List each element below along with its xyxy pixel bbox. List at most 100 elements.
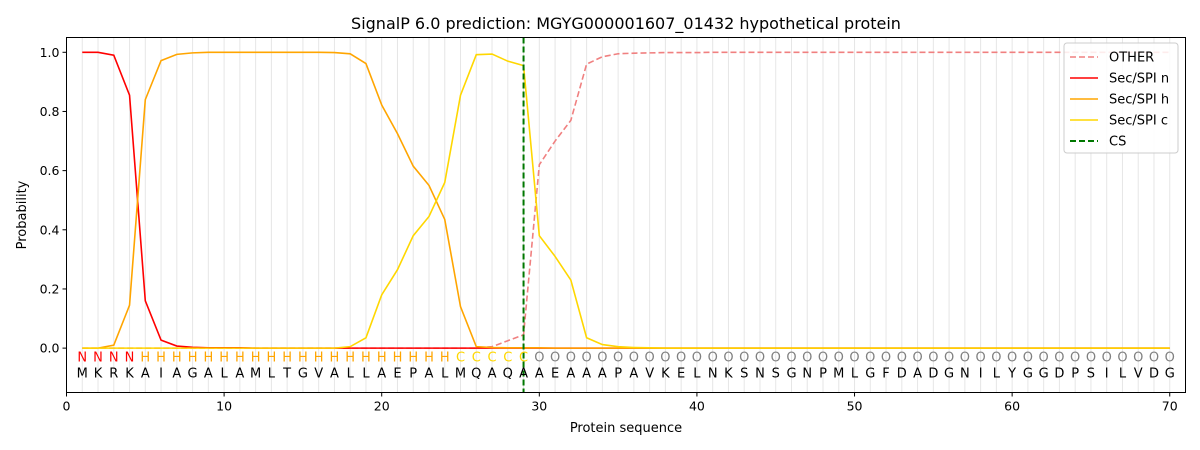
y-tick-label: 0.2: [40, 281, 60, 296]
region-label: O: [975, 350, 985, 365]
region-label: O: [928, 350, 938, 365]
sequence-residue: G: [786, 367, 796, 382]
region-label: H: [424, 350, 434, 365]
legend-label: CS: [1109, 135, 1126, 150]
region-label: O: [676, 350, 686, 365]
region-label: O: [739, 350, 749, 365]
region-label: H: [440, 350, 450, 365]
region-label: O: [629, 350, 639, 365]
sequence-residue: R: [109, 367, 118, 382]
x-tick-label: 60: [1004, 399, 1020, 414]
sequence-residue: L: [851, 367, 859, 382]
region-label: C: [456, 350, 465, 365]
region-label: H: [266, 350, 276, 365]
sequence-residue: K: [94, 367, 103, 382]
region-label: O: [645, 350, 655, 365]
region-label: O: [865, 350, 875, 365]
sequence-residue: I: [979, 367, 983, 382]
sequence-residue: L: [220, 367, 228, 382]
region-label: H: [203, 350, 213, 365]
region-label: O: [849, 350, 859, 365]
sequence-residue: G: [1039, 367, 1049, 382]
sequence-residue: A: [488, 367, 497, 382]
sequence-residue: F: [882, 367, 889, 382]
region-label: H: [140, 350, 150, 365]
region-label: O: [1165, 350, 1175, 365]
region-label: H: [345, 350, 355, 365]
y-axis-label: Probability: [15, 180, 30, 249]
region-label: C: [519, 350, 528, 365]
region-label: O: [581, 350, 591, 365]
x-tick-label: 30: [531, 399, 547, 414]
region-label: O: [1070, 350, 1080, 365]
region-label: H: [188, 350, 198, 365]
region-label: H: [219, 350, 229, 365]
y-tick-label: 0.0: [40, 341, 60, 356]
sequence-residue: L: [1119, 367, 1127, 382]
region-label: O: [818, 350, 828, 365]
sequence-residue: S: [772, 367, 780, 382]
region-label: O: [1039, 350, 1049, 365]
region-label: C: [487, 350, 496, 365]
sequence-residue: P: [614, 367, 622, 382]
sequence-residue: L: [693, 367, 701, 382]
region-label: O: [1102, 350, 1112, 365]
x-tick-label: 40: [689, 399, 705, 414]
region-label: O: [881, 350, 891, 365]
sequence-residue: D: [1054, 367, 1064, 382]
sequence-residue: K: [661, 367, 670, 382]
sequence-residue: L: [993, 367, 1001, 382]
legend-label: Sec/SPI n: [1109, 72, 1169, 87]
sequence-residue: Y: [1007, 367, 1016, 382]
sequence-residue: A: [425, 367, 434, 382]
sequence-residue: K: [125, 367, 134, 382]
x-tick-label: 0: [63, 399, 71, 414]
region-label: H: [377, 350, 387, 365]
legend-box: [1063, 42, 1179, 154]
sequence-residue: D: [1149, 367, 1159, 382]
region-label: O: [834, 350, 844, 365]
sequence-residue: I: [1105, 367, 1109, 382]
region-label: O: [723, 350, 733, 365]
sequence-residue: G: [298, 367, 308, 382]
sequence-residue: M: [455, 367, 466, 382]
sequence-residue: V: [645, 367, 654, 382]
sequence-residue: G: [1023, 367, 1033, 382]
sequence-residue: A: [330, 367, 339, 382]
sequence-residue: M: [250, 367, 261, 382]
chart-title: SignalP 6.0 prediction: MGYG000001607_01…: [351, 14, 901, 34]
region-label: O: [1023, 350, 1033, 365]
sequence-residue: E: [551, 367, 559, 382]
sequence-residue: A: [519, 367, 528, 382]
region-label: O: [613, 350, 623, 365]
sequence-residue: A: [566, 367, 575, 382]
region-label: O: [991, 350, 1001, 365]
sequence-residue: G: [944, 367, 954, 382]
sequence-residue: P: [409, 367, 417, 382]
sequence-residue: A: [913, 367, 922, 382]
sequence-residue: T: [282, 367, 291, 382]
series-line-sec-spi-h: [82, 51, 1170, 349]
region-label: H: [330, 350, 340, 365]
sequence-residue: E: [677, 367, 685, 382]
sequence-residue: A: [141, 367, 150, 382]
region-label: O: [550, 350, 560, 365]
y-tick-label: 1.0: [40, 45, 60, 60]
region-label: C: [472, 350, 481, 365]
sequence-residue: G: [865, 367, 875, 382]
region-label: N: [77, 350, 87, 365]
sequence-residue: A: [535, 367, 544, 382]
region-label: O: [1054, 350, 1064, 365]
region-label: O: [944, 350, 954, 365]
y-tick-label: 0.8: [40, 104, 60, 119]
sequence-residue: M: [833, 367, 844, 382]
sequence-residue: G: [1165, 367, 1175, 382]
legend-label: Sec/SPI h: [1109, 93, 1169, 108]
sequence-residue: S: [740, 367, 748, 382]
sequence-residue: A: [204, 367, 213, 382]
series-line-sec-spi-c: [82, 53, 1170, 349]
region-label: H: [314, 350, 324, 365]
region-label: H: [393, 350, 403, 365]
region-label: O: [897, 350, 907, 365]
